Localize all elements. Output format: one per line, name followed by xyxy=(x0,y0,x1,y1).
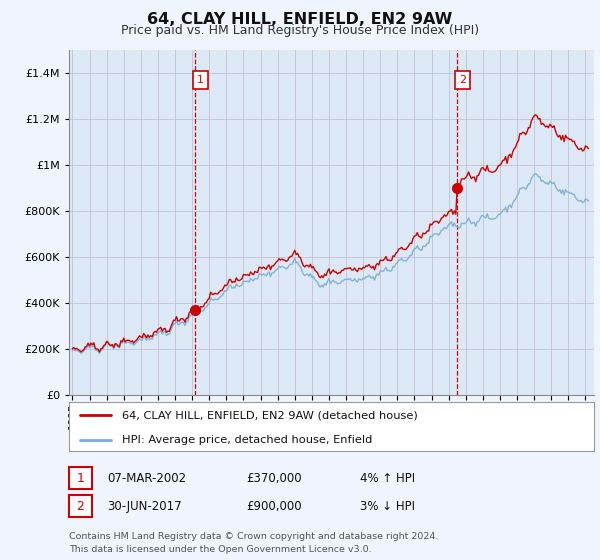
Text: 2: 2 xyxy=(76,500,85,513)
Text: Price paid vs. HM Land Registry's House Price Index (HPI): Price paid vs. HM Land Registry's House … xyxy=(121,24,479,38)
Text: 3% ↓ HPI: 3% ↓ HPI xyxy=(360,500,415,513)
Text: 64, CLAY HILL, ENFIELD, EN2 9AW: 64, CLAY HILL, ENFIELD, EN2 9AW xyxy=(148,12,452,27)
Text: HPI: Average price, detached house, Enfield: HPI: Average price, detached house, Enfi… xyxy=(121,435,372,445)
Text: £900,000: £900,000 xyxy=(246,500,302,513)
Text: 64, CLAY HILL, ENFIELD, EN2 9AW (detached house): 64, CLAY HILL, ENFIELD, EN2 9AW (detache… xyxy=(121,410,417,421)
Text: 1: 1 xyxy=(76,472,85,485)
Text: Contains HM Land Registry data © Crown copyright and database right 2024.
This d: Contains HM Land Registry data © Crown c… xyxy=(69,533,439,554)
Text: 1: 1 xyxy=(197,75,203,85)
Text: £370,000: £370,000 xyxy=(246,472,302,485)
Text: 2: 2 xyxy=(459,75,466,85)
Text: 07-MAR-2002: 07-MAR-2002 xyxy=(107,472,186,485)
Text: 4% ↑ HPI: 4% ↑ HPI xyxy=(360,472,415,485)
Text: 30-JUN-2017: 30-JUN-2017 xyxy=(107,500,181,513)
